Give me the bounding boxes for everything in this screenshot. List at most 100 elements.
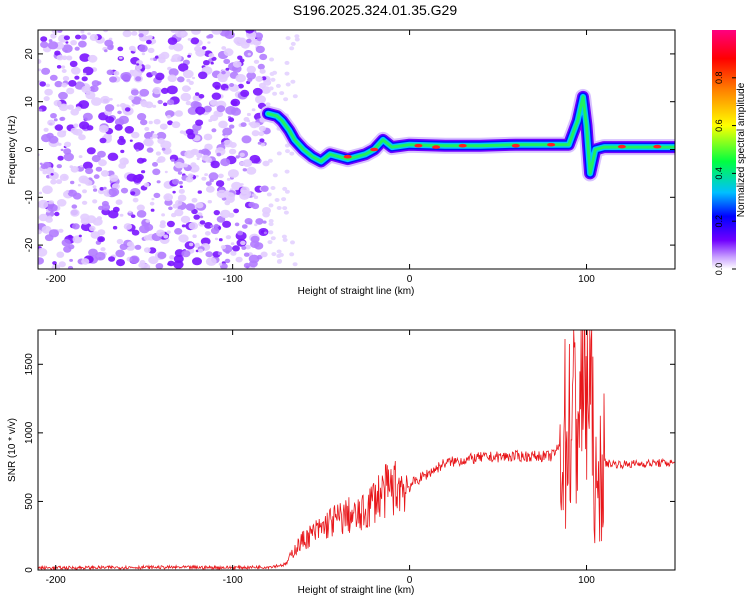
noise-blob [156,180,161,184]
ridge-hotspot [653,144,662,149]
noise-blob [249,260,258,268]
noise-blob [108,210,119,219]
noise-blob [248,201,256,208]
noise-blob [98,237,104,242]
noise-blob [164,199,173,206]
noise-blob [187,54,192,58]
noise-blob [52,261,57,265]
noise-blob [205,185,215,193]
noise-blob [101,203,111,211]
ridge-hotspot [547,142,556,147]
noise-blob [173,43,184,52]
noise-blob [252,87,263,96]
noise-blob [174,228,183,235]
noise-blob [129,69,134,74]
noise-blob [157,156,166,163]
noise-blob [214,237,219,241]
noise-blob [112,225,118,230]
noise-blob [93,188,98,192]
noise-blob [191,208,198,215]
noise-blob [49,74,58,81]
noise-blob [115,249,125,258]
noise-blob [245,30,255,34]
noise-blob [294,34,300,39]
noise-blob [269,57,275,62]
noise-blob [147,35,153,40]
noise-blob [228,148,237,155]
noise-blob [201,46,207,50]
noise-blob [237,83,244,89]
noise-blob [208,172,219,181]
noise-blob [225,235,232,240]
noise-blob [227,169,239,178]
noise-blob [130,191,136,196]
noise-blob [157,251,167,259]
noise-blob [152,162,158,167]
noise-blob [66,87,75,95]
noise-blob [195,202,204,209]
noise-blob [135,149,139,152]
noise-blob [137,113,147,121]
noise-blob [135,173,144,181]
noise-blob [92,185,97,189]
noise-blob [247,77,253,82]
noise-blob [139,88,150,97]
noise-blob [110,44,114,49]
noise-blob [56,54,64,61]
noise-blob [211,92,222,100]
noise-blob [63,175,67,179]
noise-blob [54,211,60,217]
noise-blob [60,38,66,43]
noise-blob [167,99,175,106]
noise-blob [251,108,256,112]
noise-blob [128,210,132,214]
noise-blob [198,149,204,154]
noise-blob [174,110,183,117]
noise-blob [92,199,98,204]
noise-blob [198,248,204,253]
noise-blob [38,191,43,195]
noise-blob [178,181,183,185]
noise-blob [242,159,253,168]
noise-blob [74,46,80,51]
noise-blob [74,75,80,80]
noise-blob [129,139,133,142]
noise-blob [256,254,263,260]
noise-blob [66,189,70,193]
noise-blob [146,39,152,45]
noise-blob [222,127,233,136]
noise-blob [234,107,239,111]
noise-blob [220,158,231,167]
noise-blob [180,215,191,224]
noise-blob [124,126,134,134]
noise-blob [97,150,106,158]
noise-blob [135,76,142,82]
noise-blob [170,57,176,63]
noise-blob [47,41,59,50]
noise-blob [164,170,168,174]
noise-blob [257,141,262,145]
y-tick-label: 500 [24,493,35,510]
noise-blob [272,70,278,75]
noise-blob [210,160,220,169]
noise-blob [50,179,57,185]
noise-blob [246,65,256,74]
noise-blob [185,100,192,106]
noise-blob [205,257,217,266]
noise-blob [103,186,107,190]
noise-blob [123,223,133,230]
noise-blob [188,242,194,247]
noise-blob [216,152,222,157]
noise-blob [153,192,161,199]
ridge-band [266,95,675,175]
noise-blob [116,259,125,267]
noise-blob [244,218,253,225]
noise-blob [136,204,145,212]
noise-blob [207,200,212,204]
y-tick-label: 0 [24,146,35,152]
noise-blob [116,104,120,107]
noise-blob [190,37,200,45]
noise-blob [267,240,273,245]
noise-blob [126,173,137,182]
